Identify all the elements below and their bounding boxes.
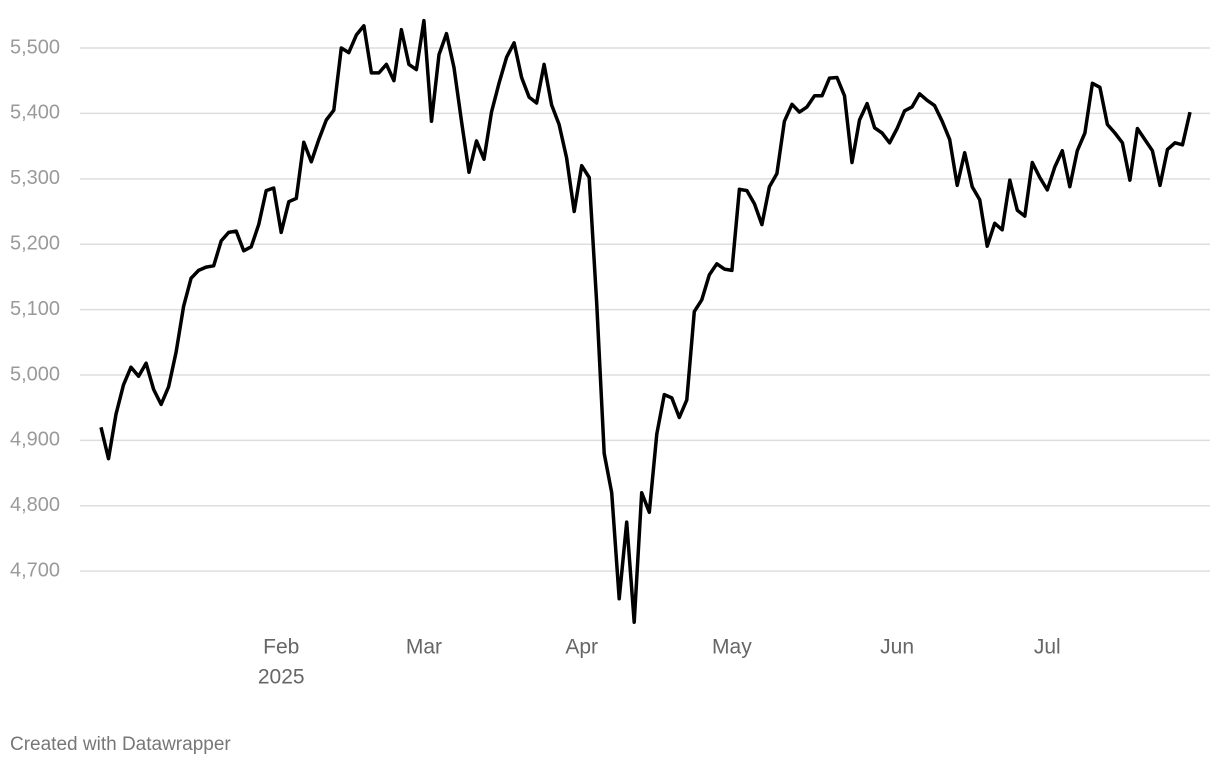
y-tick-label: 5,100 — [10, 298, 60, 320]
credit: Created with Datawrapper — [10, 734, 231, 755]
x-tick-label: Mar — [406, 636, 442, 659]
line — [99, 18, 1192, 624]
x-tick-label: Apr — [565, 636, 598, 659]
y-tick-label: 4,900 — [10, 429, 60, 451]
x-year-label: 2025 — [258, 666, 305, 689]
y-tick-label: 5,400 — [10, 102, 60, 124]
x-tick-label: Jun — [880, 636, 914, 659]
y-tick-label: 5,300 — [10, 167, 60, 189]
x-tick-label: Feb — [263, 636, 299, 659]
x-tick-label: Jul — [1034, 636, 1061, 659]
y-tick-label: 5,000 — [10, 363, 60, 385]
y-tick-label: 5,200 — [10, 232, 60, 254]
x-tick-label: May — [712, 636, 752, 659]
y-tick-label: 4,800 — [10, 494, 60, 516]
y-tick-label: 4,700 — [10, 559, 60, 581]
y-tick-label: 5,500 — [10, 36, 60, 58]
